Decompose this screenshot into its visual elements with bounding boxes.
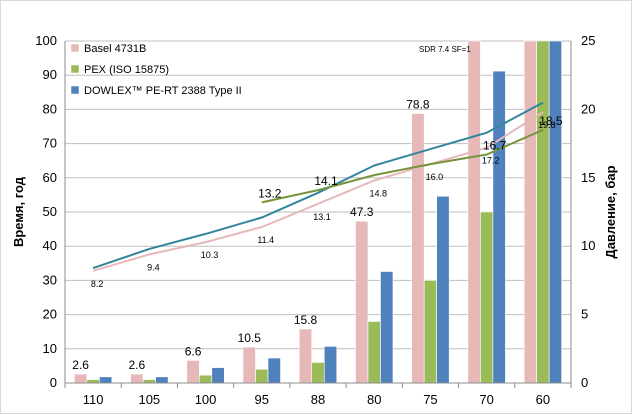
bar <box>536 40 550 384</box>
bar <box>523 40 537 384</box>
y-right-tick-label: 20 <box>581 101 595 116</box>
legend-label: Basel 4731B <box>84 43 146 55</box>
line-data-label: 14.1 <box>314 174 338 188</box>
legend-label: DOWLEX™ PE-RT 2388 Type II <box>84 85 242 97</box>
y-left-tick-label: 10 <box>43 341 57 356</box>
bar <box>492 70 506 384</box>
bar <box>423 280 437 384</box>
bar <box>142 379 156 384</box>
y-right-tick-label: 0 <box>581 375 588 390</box>
y-left-tick-label: 100 <box>35 33 57 48</box>
bar <box>74 373 88 384</box>
bar <box>199 374 213 384</box>
y-left-tick-label: 70 <box>43 136 57 151</box>
line-data-label: 10.3 <box>201 250 219 260</box>
bar <box>155 376 169 384</box>
x-tick-label: 75 <box>423 392 437 407</box>
legend-swatch <box>70 85 80 95</box>
x-tick-label: 95 <box>255 392 269 407</box>
lines <box>92 101 544 272</box>
x-tick-label: 70 <box>479 392 493 407</box>
bar <box>267 357 281 384</box>
bar <box>480 211 494 384</box>
y-left-tick-label: 40 <box>43 238 57 253</box>
line-data-label: 9.4 <box>147 262 160 272</box>
bar <box>186 360 200 384</box>
x-tick-label: 80 <box>367 392 381 407</box>
bar <box>467 40 481 384</box>
x-tick-label: 88 <box>311 392 325 407</box>
legend-label: PEX (ISO 15875) <box>84 64 169 76</box>
bar <box>380 271 394 384</box>
bar-data-label: 6.6 <box>185 344 202 358</box>
y-axis-left-title: Время, год <box>11 176 26 247</box>
bar <box>323 346 338 384</box>
bar <box>86 379 100 384</box>
y-left-tick-label: 60 <box>43 170 57 185</box>
y-right-tick-label: 15 <box>581 170 595 185</box>
line-data-label: 17.2 <box>482 156 500 166</box>
bar <box>548 40 562 384</box>
line-data-label: 19.8 <box>538 120 556 130</box>
line-data-label: 8.2 <box>91 279 104 289</box>
bar-data-label: 2.6 <box>72 358 89 372</box>
x-tick-label: 60 <box>536 392 550 407</box>
legend-swatch <box>70 64 80 74</box>
line-data-label: 16.0 <box>426 172 444 182</box>
line-series <box>92 101 544 270</box>
y-axis-right-title: Давление, бар <box>603 165 618 258</box>
bar-data-label: 15.8 <box>294 313 318 327</box>
x-tick-label: 100 <box>195 392 217 407</box>
y-left-tick-label: 90 <box>43 67 57 82</box>
x-tick-label: 110 <box>83 392 104 407</box>
chart-note: SDR 7.4 SF=1 <box>419 45 471 54</box>
bar-data-label: 10.5 <box>238 331 262 345</box>
line-data-label: 16.7 <box>483 139 507 153</box>
y-left-tick-label: 30 <box>43 272 57 287</box>
legend: Basel 4731B PEX (ISO 15875) DOWLEX™ PE-RT … <box>70 43 242 97</box>
bars <box>74 40 562 384</box>
data-labels: 2.6 2.6 6.6 10.5 15.8 47.3 78.8 8.2 9.4 10.3 11.4 1… <box>72 98 563 373</box>
bar <box>255 369 269 384</box>
bar <box>311 362 325 384</box>
line-data-label: 14.8 <box>369 189 387 199</box>
grid <box>65 40 571 384</box>
line-data-label: 13.2 <box>258 186 282 200</box>
x-tick-label: 105 <box>138 392 160 407</box>
y-left-tick-label: 0 <box>50 375 57 390</box>
y-right-tick-label: 10 <box>581 238 595 253</box>
bar <box>242 346 256 384</box>
bar <box>211 367 225 384</box>
bar <box>436 195 450 384</box>
y-left-tick-label: 80 <box>43 101 57 116</box>
y-left-tick-label: 20 <box>43 307 57 322</box>
y-right-tick-label: 25 <box>581 33 595 48</box>
line-data-label: 13.1 <box>313 212 331 222</box>
bar <box>367 321 381 384</box>
line-series <box>261 128 544 204</box>
line-data-label: 11.4 <box>257 235 274 245</box>
bar <box>355 220 369 384</box>
bar <box>99 376 113 384</box>
bar-data-label: 2.6 <box>128 358 145 372</box>
axes: 0 10 20 30 40 50 60 70 80 90 100 0 5 10 15 20 25 110 105 10… <box>35 33 595 407</box>
bar-data-label: 78.8 <box>406 98 430 112</box>
line-series <box>92 111 544 272</box>
bar-data-label: 47.3 <box>350 205 374 219</box>
y-right-tick-label: 5 <box>581 307 588 322</box>
bar <box>130 373 144 384</box>
legend-swatch <box>70 43 80 53</box>
y-left-tick-label: 50 <box>43 204 57 219</box>
line-data-label: 18.5 <box>539 114 563 128</box>
bar <box>298 328 313 384</box>
